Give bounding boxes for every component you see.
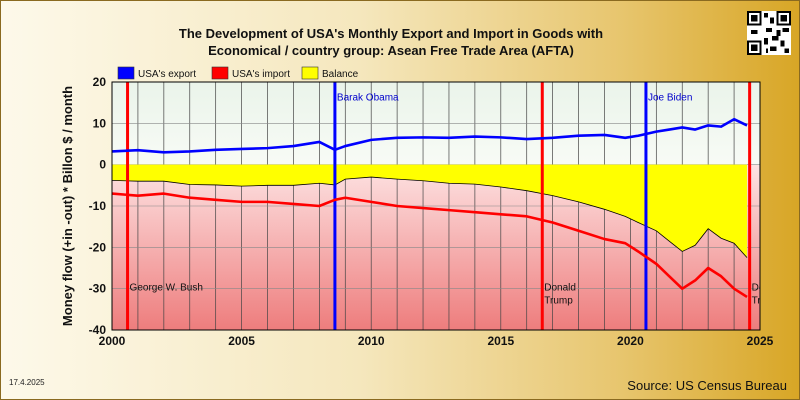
president-label: Donald Trump [752,283,784,307]
x-tick-label: 2020 [617,334,644,348]
legend-label: USA's import [232,69,290,80]
balance-area [112,164,748,258]
export-line [111,117,748,154]
y-tick-label: -30 [89,282,107,296]
x-tick-label: 2025 [747,334,774,348]
legend-label: Balance [322,69,359,80]
plot-border [111,81,761,331]
president-label: Donald Trump [544,283,576,307]
y-tick-label: -10 [89,199,107,213]
y-tick-label: -20 [89,240,107,254]
x-tick-label: 2000 [99,334,126,348]
import-line [111,192,748,299]
y-tick-label: 0 [99,158,106,172]
president-label: Barak Obama [337,93,399,104]
president-label: George W. Bush [130,283,203,294]
chart-source: Source: US Census Bureau [627,378,787,393]
y-tick-label: 20 [93,75,107,89]
x-tick-label: 2010 [358,334,385,348]
legend-label: USA's export [138,69,196,80]
qr-code-icon [747,11,791,55]
chart-title-line2: Economical / country group: Asean Free T… [208,43,574,58]
chart-title: The Development of USA's Monthly Export … [141,25,641,59]
legend-swatch [211,66,229,80]
legend-swatch [301,66,319,80]
y-tick-label: -40 [89,323,107,337]
balance-outline [111,176,748,258]
legend-swatch [117,66,135,80]
x-tick-label: 2005 [228,334,255,348]
chart-date: 17.4.2025 [9,378,45,387]
y-tick-label: 10 [93,116,107,130]
president-label: Joe Biden [648,93,692,104]
x-tick-label: 2015 [487,334,514,348]
chart-title-line1: The Development of USA's Monthly Export … [178,26,604,41]
